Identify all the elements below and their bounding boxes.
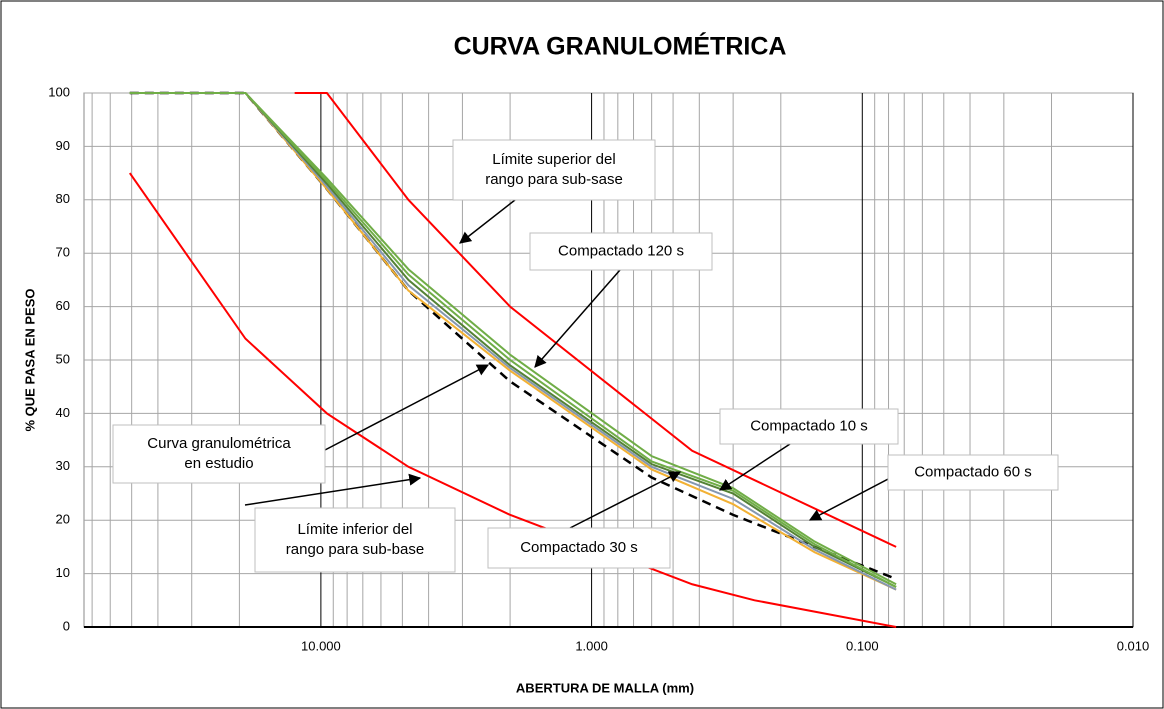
y-tick-label: 80 — [56, 191, 70, 206]
annotation-box — [452, 139, 656, 201]
y-tick-label: 70 — [56, 245, 70, 260]
y-tick-label: 100 — [48, 84, 70, 99]
annotation-text: rango para sub-base — [286, 541, 424, 558]
x-tick-label: 10.000 — [301, 638, 341, 653]
annotation-arrow — [534, 269, 621, 368]
annotation-arrow — [808, 477, 891, 521]
y-tick-label: 0 — [63, 618, 70, 633]
annotation-text: Límite inferior del — [297, 521, 412, 538]
annotation-arrow — [459, 199, 516, 244]
annotation-text: Compactado 120 s — [558, 242, 684, 259]
annotation-text: Compactado 30 s — [520, 539, 638, 556]
y-tick-label: 90 — [56, 138, 70, 153]
annotation-box — [719, 408, 899, 445]
annotation-box — [529, 232, 713, 271]
x-tick-label: 0.100 — [846, 638, 879, 653]
x-tick-label: 0.010 — [1117, 638, 1150, 653]
series-line — [294, 92, 897, 548]
chart-title: CURVA GRANULOMÉTRICA — [454, 32, 787, 61]
annotation-arrow — [569, 471, 682, 529]
y-tick-label: 30 — [56, 458, 70, 473]
series-line — [129, 92, 897, 586]
annotation-arrow — [718, 443, 791, 491]
y-tick-label: 60 — [56, 298, 70, 313]
annotation-box — [487, 527, 671, 569]
series-line — [128, 172, 897, 628]
annotation-text: Compactado 60 s — [914, 463, 1032, 480]
annotation-text: en estudio — [184, 455, 253, 472]
annotation-text: Curva granulométrica — [147, 435, 291, 452]
x-axis-label: ABERTURA DE MALLA (mm) — [516, 680, 694, 695]
annotation-arrow — [244, 473, 422, 506]
annotation-text: Límite superior del — [492, 151, 615, 168]
y-tick-label: 10 — [56, 565, 70, 580]
annotation-box — [112, 424, 326, 484]
y-tick-label: 50 — [56, 351, 70, 366]
annotation-text: rango para sub-sase — [485, 171, 623, 188]
annotation-box — [254, 507, 456, 573]
y-tick-label: 20 — [56, 512, 70, 527]
annotation-arrow — [324, 364, 490, 451]
y-axis-label: % QUE PASA EN PESO — [22, 288, 37, 431]
annotation-text: Compactado 10 s — [750, 417, 868, 434]
x-tick-label: 1.000 — [575, 638, 608, 653]
annotation-box — [887, 454, 1059, 491]
y-tick-label: 40 — [56, 405, 70, 420]
